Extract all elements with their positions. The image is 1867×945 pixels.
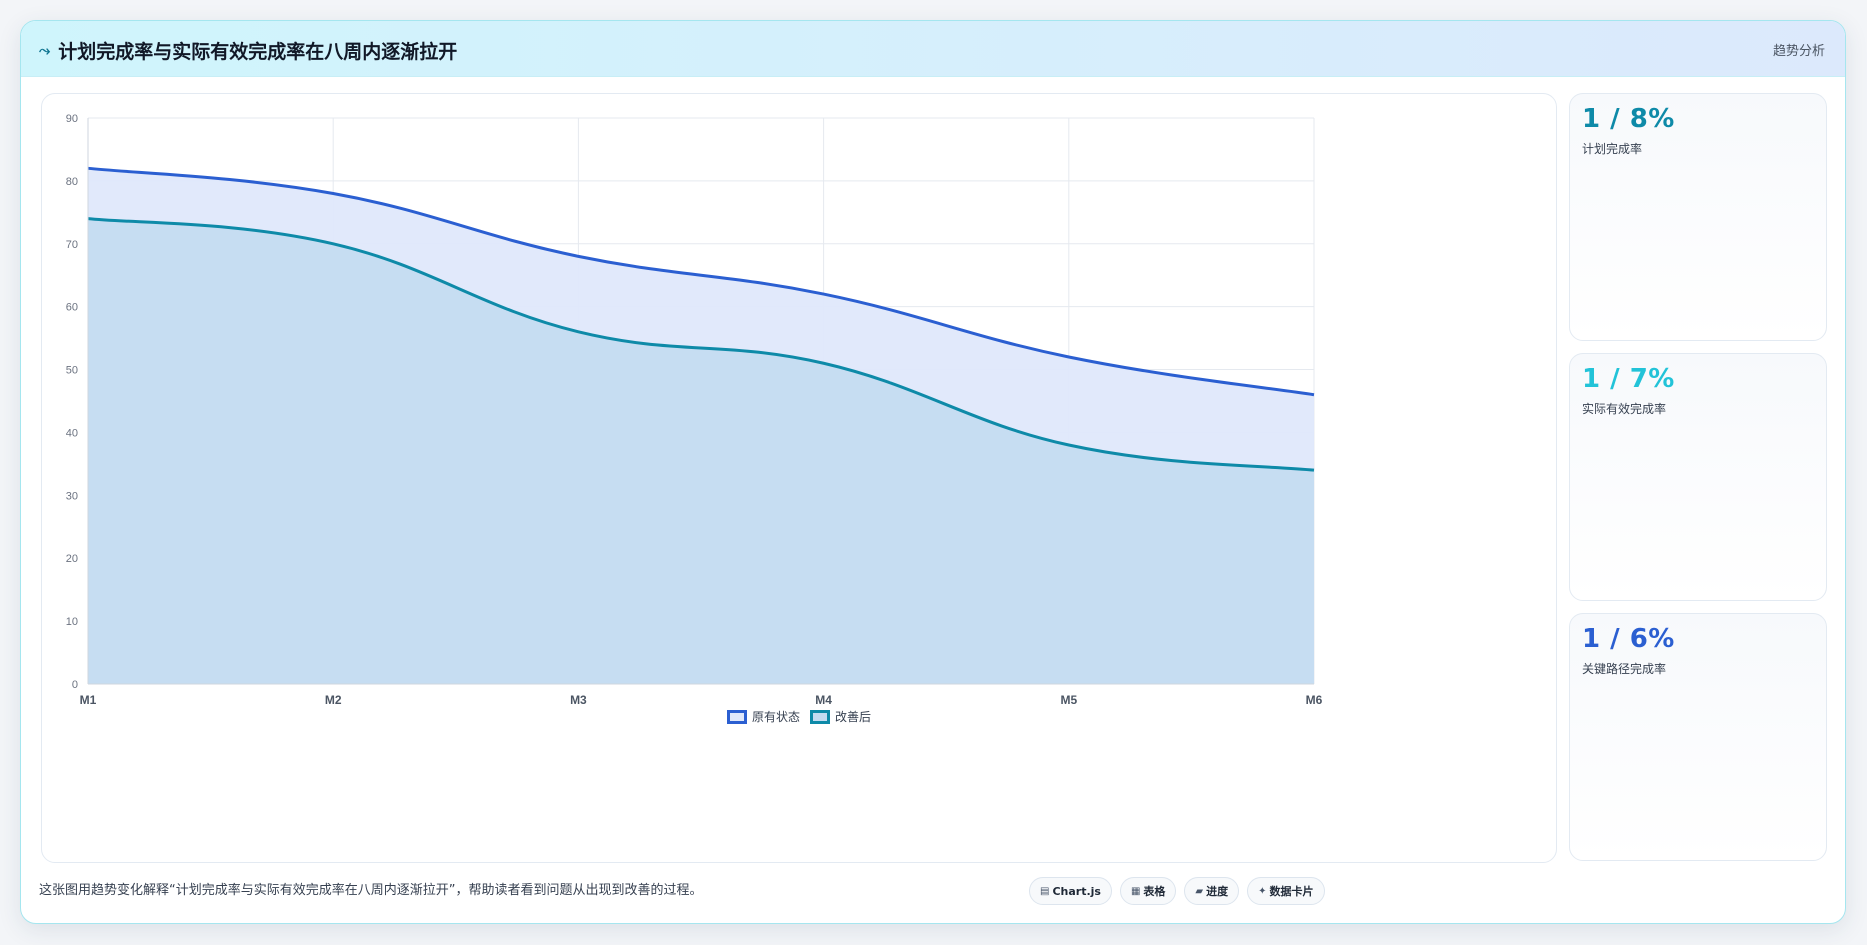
header-tag: 趋势分析 — [1772, 44, 1825, 59]
y-tick-label: 60 — [66, 302, 78, 314]
stat-label-actual: 实际有效完成率 — [1582, 402, 1667, 416]
stat-card-planned: 1 / 8% 计划完成率 — [1569, 93, 1827, 341]
trend-icon: ⤳ — [39, 42, 51, 59]
legend-swatch-improved — [810, 709, 830, 724]
chip-label: 数据卡片 — [1269, 885, 1314, 898]
y-tick-label: 90 — [66, 113, 78, 125]
stat-value-actual: 1 / 7% — [1582, 364, 1675, 394]
stat-label-planned: 计划完成率 — [1582, 142, 1643, 156]
chip-chartjs[interactable]: ▤ Chart.js — [1029, 877, 1112, 905]
y-tick-label: 10 — [66, 616, 78, 628]
chart-panel: 0 10 20 30 40 50 60 70 80 90 M1 M2 M3 M4 M5 M6 原有状态 改善后 — [41, 93, 1557, 863]
stat-label-critical: 关键路径完成率 — [1582, 662, 1667, 676]
area-fill-improved — [88, 218, 1314, 684]
chip-table[interactable]: ▦ 表格 — [1119, 877, 1177, 905]
stat-value-critical: 1 / 6% — [1582, 624, 1675, 654]
chip-label: Chart.js — [1052, 884, 1101, 898]
series-line-improved — [87, 217, 1315, 472]
page-title-text: 计划完成率与实际有效完成率在八周内逐渐拉开 — [58, 41, 458, 63]
table-icon: ▦ — [1130, 885, 1141, 897]
y-tick-label: 70 — [66, 239, 78, 251]
stat-card-critical: 1 / 6% 关键路径完成率 — [1569, 613, 1827, 861]
chip-progress[interactable]: ▰ 进度 — [1184, 877, 1240, 905]
y-tick-label: 30 — [66, 490, 78, 502]
x-tick-label: M6 — [1306, 693, 1323, 707]
legend-item-original[interactable]: 原有状态 — [726, 708, 800, 725]
progress-icon: ▰ — [1195, 885, 1204, 897]
card-icon: ✦ — [1258, 885, 1267, 897]
stat-value-planned: 1 / 8% — [1582, 104, 1675, 134]
legend-swatch-original — [726, 709, 747, 724]
legend-label-improved: 改善后 — [835, 710, 872, 724]
chip-label: 进度 — [1206, 885, 1229, 898]
x-tick-label: M1 — [80, 693, 97, 707]
y-tick-label: 50 — [66, 365, 78, 377]
x-tick-label: M5 — [1060, 693, 1077, 707]
legend-item-improved[interactable]: 改善后 — [810, 708, 871, 725]
chip-label: 表格 — [1143, 885, 1166, 898]
page-title: ⤳ 计划完成率与实际有效完成率在八周内逐渐拉开 — [39, 37, 457, 64]
chart-legend: 原有状态 改善后 — [42, 708, 1556, 725]
x-tick-label: M3 — [570, 693, 587, 707]
stat-card-actual: 1 / 7% 实际有效完成率 — [1569, 353, 1827, 601]
chart-card: ⤳ 计划完成率与实际有效完成率在八周内逐渐拉开 趋势分析 0 10 20 30 40 50… — [20, 20, 1846, 924]
chip-data-card[interactable]: ✦ 数据卡片 — [1247, 877, 1325, 905]
legend-label-original: 原有状态 — [751, 710, 800, 724]
y-tick-label: 80 — [66, 176, 78, 188]
x-tick-label: M4 — [815, 693, 832, 707]
card-header: ⤳ 计划完成率与实际有效完成率在八周内逐渐拉开 趋势分析 — [21, 21, 1845, 77]
tech-chips: ▤ Chart.js ▦ 表格 ▰ 进度 ✦ 数据卡片 — [1029, 877, 1325, 905]
area-chart: 0 10 20 30 40 50 60 70 80 90 M1 M2 M3 M4 M5 M6 — [66, 113, 1323, 707]
series-line-original — [87, 166, 1315, 397]
y-tick-label: 40 — [66, 427, 78, 439]
chart-icon: ▤ — [1040, 885, 1050, 897]
chart-caption: 这张图用趋势变化解释“计划完成率与实际有效完成率在八周内逐渐拉开”，帮助读者看到… — [39, 883, 703, 898]
x-tick-label: M2 — [325, 693, 342, 707]
y-tick-label: 20 — [66, 553, 78, 565]
y-tick-label: 0 — [72, 679, 78, 691]
